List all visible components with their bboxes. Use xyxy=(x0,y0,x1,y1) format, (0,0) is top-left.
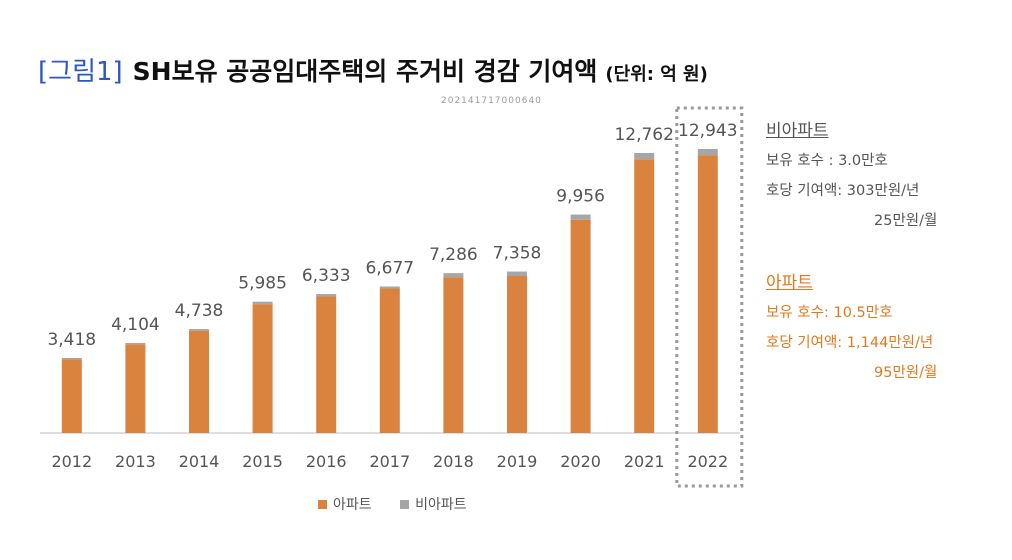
non-apartment-contribution-year: 호당 기여액: 303만원/년 xyxy=(766,183,920,199)
total-label-2012: 3,418 xyxy=(47,330,96,350)
apartment-households: 보유 호수: 10.5만호 xyxy=(766,305,893,321)
total-label-2020: 9,956 xyxy=(556,187,605,207)
bar-non-apartment-2022 xyxy=(697,149,718,156)
bar-apartment-2021 xyxy=(634,159,655,434)
bar-apartment-2016 xyxy=(316,296,337,433)
total-label-2021: 12,762 xyxy=(614,125,673,145)
bar-non-apartment-2016 xyxy=(316,294,337,297)
bar-non-apartment-2012 xyxy=(61,358,82,360)
total-label-2017: 6,677 xyxy=(365,258,414,278)
title-main: SH보유 공공임대주택의 주거비 경감 기여액 xyxy=(132,57,598,86)
x-tick-2016: 2016 xyxy=(306,452,347,471)
x-tick-2014: 2014 xyxy=(179,452,220,471)
x-tick-2019: 2019 xyxy=(497,452,538,471)
bar-apartment-2019 xyxy=(507,276,527,433)
bar-non-apartment-2018 xyxy=(443,273,464,278)
apartment-contribution-month: 95만원/월 xyxy=(874,365,938,381)
bar-non-apartment-2013 xyxy=(125,342,146,345)
total-label-2013: 4,104 xyxy=(111,315,160,335)
legend-label-non-apartment: 비아파트 xyxy=(415,497,467,513)
x-tick-2018: 2018 xyxy=(433,452,474,471)
total-label-2016: 6,333 xyxy=(302,266,351,286)
chart-legend: 아파트 비아파트 xyxy=(318,494,491,514)
total-label-2015: 5,985 xyxy=(238,274,287,294)
x-tick-2015: 2015 xyxy=(242,452,283,471)
legend-swatch-non-apartment xyxy=(400,499,410,509)
bar-apartment-2022 xyxy=(697,155,718,433)
x-tick-2021: 2021 xyxy=(624,452,665,471)
bar-apartment-2018 xyxy=(443,277,464,433)
legend-label-apartment: 아파트 xyxy=(333,497,372,513)
legend-item-apartment: 아파트 xyxy=(318,497,372,513)
non-apartment-heading: 비아파트 xyxy=(766,121,829,141)
x-tick-2012: 2012 xyxy=(51,452,92,471)
total-label-2014: 4,738 xyxy=(175,301,224,321)
x-tick-2020: 2020 xyxy=(560,452,601,471)
chart-title: [그림1] SH보유 공공임대주택의 주거비 경감 기여액 (단위: 억 원) xyxy=(38,52,708,92)
bar-apartment-2020 xyxy=(570,219,591,433)
non-apartment-contribution-month: 25만원/월 xyxy=(874,213,938,229)
apartment-note: 아파트 보유 호수: 10.5만호 호당 기여액: 1,144만원/년 95만원… xyxy=(766,268,937,388)
non-apartment-note: 비아파트 보유 호수 : 3.0만호 호당 기여액: 303만원/년 25만원/… xyxy=(766,116,937,236)
apartment-heading: 아파트 xyxy=(766,273,813,293)
x-tick-2022: 2022 xyxy=(687,452,728,471)
x-tick-2013: 2013 xyxy=(115,452,156,471)
watermark-number: 202141717000640 xyxy=(441,96,542,106)
non-apartment-households: 보유 호수 : 3.0만호 xyxy=(766,153,888,169)
apartment-contribution-year: 호당 기여액: 1,144만원/년 xyxy=(766,335,934,351)
bar-apartment-2017 xyxy=(379,288,400,433)
bar-non-apartment-2015 xyxy=(252,301,273,305)
bar-non-apartment-2017 xyxy=(379,286,400,289)
total-label-2019: 7,358 xyxy=(493,244,542,264)
bar-non-apartment-2020 xyxy=(570,214,591,220)
bar-apartment-2014 xyxy=(189,330,209,433)
bar-non-apartment-2019 xyxy=(507,271,527,277)
legend-item-non-apartment: 비아파트 xyxy=(400,497,467,513)
figure-number: [그림1] xyxy=(38,57,123,87)
legend-swatch-apartment xyxy=(318,499,327,509)
total-label-2022: 12,943 xyxy=(678,121,737,141)
bar-non-apartment-2014 xyxy=(189,329,209,331)
bar-non-apartment-2021 xyxy=(634,152,655,160)
bar-apartment-2013 xyxy=(125,344,146,433)
bar-apartment-2012 xyxy=(61,359,82,433)
total-label-2018: 7,286 xyxy=(429,245,478,265)
highlight-box-2022 xyxy=(675,106,744,488)
x-tick-2017: 2017 xyxy=(369,452,410,471)
unit-label: (단위: 억 원) xyxy=(605,64,708,85)
bar-apartment-2015 xyxy=(252,304,273,433)
